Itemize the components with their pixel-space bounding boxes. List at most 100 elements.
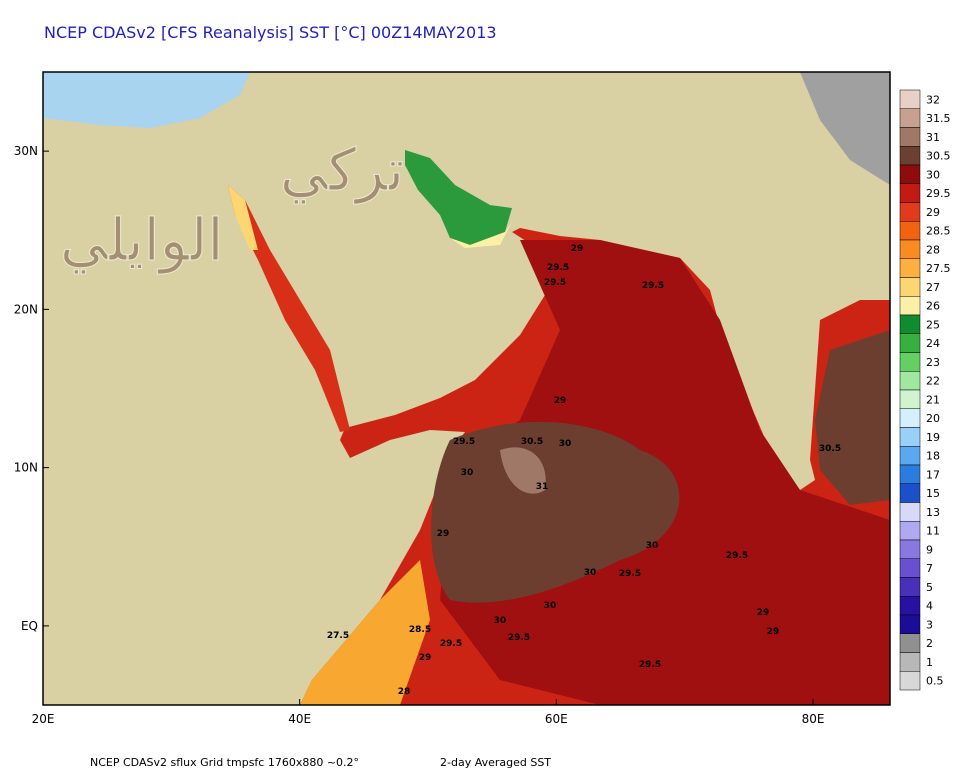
colorbar-label: 31.5 [926, 112, 951, 125]
colorbar-swatch [899, 539, 921, 559]
colorbar-swatch [899, 183, 921, 203]
warmest-pool [431, 421, 680, 603]
colorbar-swatch [899, 202, 921, 222]
contour-label: 29 [419, 653, 432, 663]
colorbar-label: 2 [926, 637, 933, 650]
contour-label: 30 [646, 541, 659, 551]
colorbar-swatch [899, 296, 921, 316]
y-tick-label: 30N [14, 144, 38, 158]
colorbar-swatch [899, 577, 921, 597]
watermark: تركي [280, 136, 404, 205]
map-area: تركي الوايلي [43, 72, 890, 705]
footer-left: NCEP CDASv2 sflux Grid tmpsfc 1760x880 ~… [90, 756, 359, 769]
contour-label: 29.5 [642, 281, 664, 291]
contour-label: 29.5 [508, 633, 530, 643]
warmest-spot [500, 447, 546, 494]
bay-of-bengal [815, 330, 890, 505]
colorbar-swatch [899, 164, 921, 184]
colorbar-label: 1 [926, 656, 933, 669]
colorbar-label: 11 [926, 525, 940, 538]
contour-label: 28 [398, 687, 411, 697]
colorbar-swatch [899, 108, 921, 128]
colorbar-label: 15 [926, 487, 940, 500]
colorbar-label: 21 [926, 393, 940, 406]
colorbar-label: 5 [926, 581, 933, 594]
colorbar-swatch [899, 314, 921, 334]
contour-label: 27.5 [327, 631, 349, 641]
contour-label: 29 [571, 244, 584, 254]
footer-right: 2-day Averaged SST [440, 756, 551, 769]
contour-label: 29.5 [544, 278, 566, 288]
contour-label: 30 [494, 616, 507, 626]
colorbar-swatch [899, 596, 921, 616]
colorbar-label: 9 [926, 543, 933, 556]
colorbar-swatch [899, 352, 921, 372]
contour-label: 29 [437, 529, 450, 539]
contour-label: 29 [767, 627, 780, 637]
y-tick-label: EQ [21, 619, 38, 633]
colorbar-swatch [899, 502, 921, 522]
colorbar-swatch [899, 427, 921, 447]
colorbar-label: 28.5 [926, 225, 951, 238]
colorbar-label: 31 [926, 131, 940, 144]
contour-label: 29.5 [453, 437, 475, 447]
colorbar-label: 23 [926, 356, 940, 369]
colorbar-label: 26 [926, 300, 940, 313]
colorbar-label: 30 [926, 168, 940, 181]
colorbar-swatch [899, 483, 921, 503]
colorbar-label: 20 [926, 412, 940, 425]
contour-label: 30.5 [819, 444, 841, 454]
watermark: الوايلي [60, 206, 224, 275]
contour-label: 29.5 [639, 660, 661, 670]
contour-label: 30 [544, 601, 557, 611]
no-data [800, 72, 890, 185]
colorbar-label: 32 [926, 93, 940, 106]
colorbar-swatch [899, 633, 921, 653]
colorbar-label: 27 [926, 281, 940, 294]
contour-label: 31 [536, 482, 549, 492]
colorbar-label: 18 [926, 450, 940, 463]
colorbar-swatch [899, 146, 921, 166]
colorbar-label: 30.5 [926, 150, 951, 163]
colorbar-swatch [899, 671, 921, 691]
persian-gulf [405, 150, 512, 245]
colorbar-swatch [899, 371, 921, 391]
red-sea-north [228, 185, 258, 250]
contour-label: 29.5 [726, 551, 748, 561]
contour-label: 29.5 [619, 569, 641, 579]
colorbar-label: 13 [926, 506, 940, 519]
y-tick-label: 10N [14, 461, 38, 475]
colorbar-swatch [899, 614, 921, 634]
x-tick-label: 20E [32, 712, 55, 726]
contour-label: 29.5 [547, 263, 569, 273]
x-tick-label: 60E [545, 712, 568, 726]
colorbar-swatch [899, 408, 921, 428]
colorbar-label: 3 [926, 618, 933, 631]
title: NCEP CDASv2 [CFS Reanalysis] SST [°C] 00… [44, 23, 497, 42]
colorbar-label: 27.5 [926, 262, 951, 275]
colorbar-swatch [899, 464, 921, 484]
contour-label: 30 [584, 568, 597, 578]
colorbar-label: 29.5 [926, 187, 951, 200]
y-tick-label: 20N [14, 302, 38, 316]
x-tick-label: 40E [288, 712, 311, 726]
colorbar-label: 0.5 [926, 675, 944, 688]
contour-label: 30 [461, 468, 474, 478]
map-frame [42, 71, 891, 706]
contour-label: 28.5 [409, 625, 431, 635]
colorbar-swatch [899, 333, 921, 353]
colorbar-label: 28 [926, 243, 940, 256]
colorbar-label: 25 [926, 318, 940, 331]
contour-label: 30.5 [521, 437, 543, 447]
colorbar-label: 29 [926, 206, 940, 219]
colorbar-swatch [899, 652, 921, 672]
colorbar-label: 17 [926, 468, 940, 481]
colorbar-label: 22 [926, 375, 940, 388]
colorbar-swatch [899, 446, 921, 466]
somali-coast [300, 560, 430, 705]
colorbar-swatch [899, 127, 921, 147]
colorbar-swatch [899, 277, 921, 297]
colorbar-swatch [899, 521, 921, 541]
mediterranean [43, 72, 250, 128]
